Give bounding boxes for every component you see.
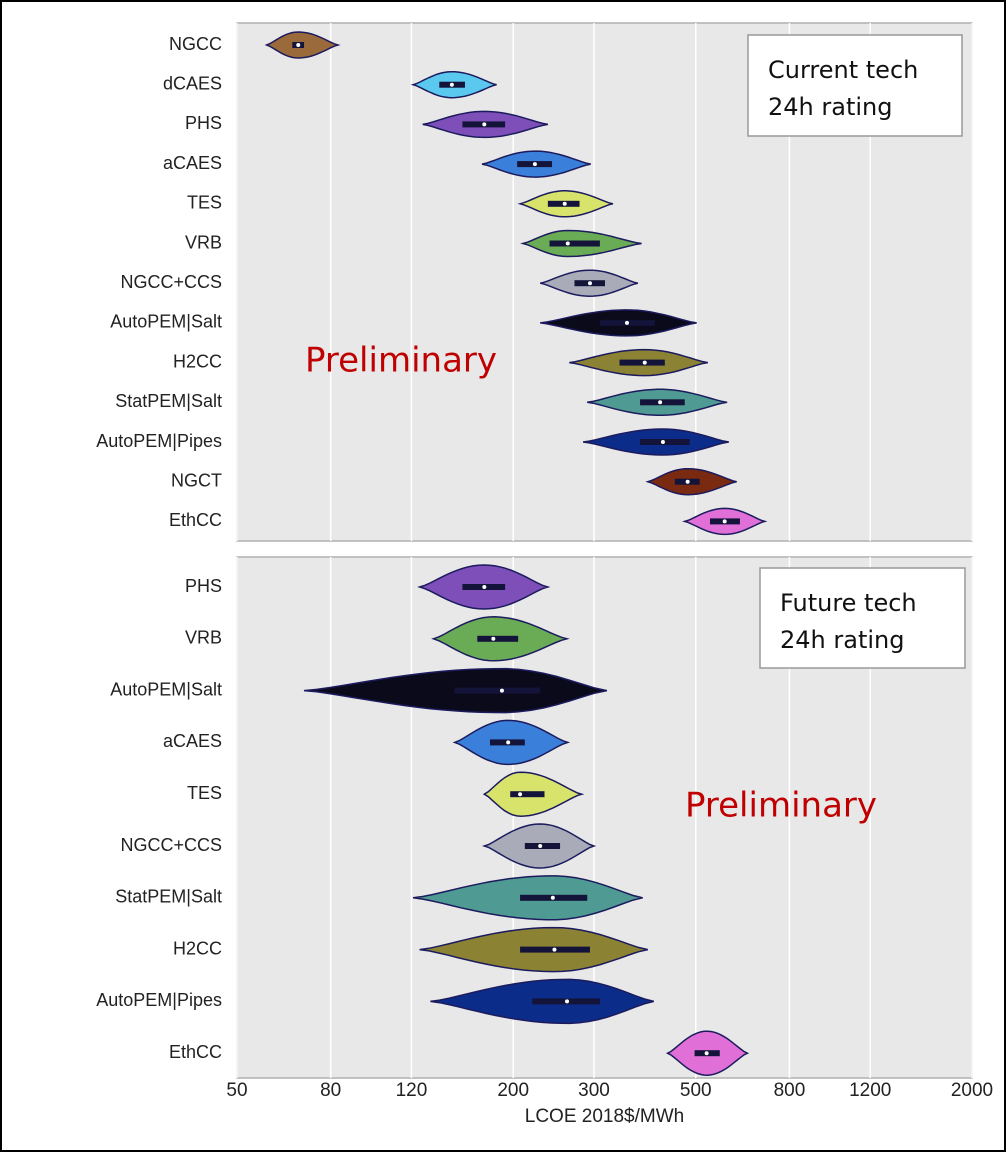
x-tick-label: 300 bbox=[578, 1080, 610, 1101]
category-label: VRB bbox=[185, 628, 222, 648]
x-tick-label: 2000 bbox=[951, 1080, 993, 1101]
iqr-box bbox=[619, 359, 665, 366]
median bbox=[685, 479, 690, 484]
category-label: NGCC+CCS bbox=[120, 835, 222, 855]
panel-future: PHS VRB AutoPEM|Salt aCAES TES NGCC+CCS StatPE… bbox=[96, 556, 993, 1127]
legend-text: 24h rating bbox=[780, 626, 904, 654]
category-label: PHS bbox=[185, 576, 222, 596]
category-label: aCAES bbox=[163, 731, 222, 751]
median bbox=[704, 1051, 709, 1056]
median bbox=[538, 844, 543, 848]
category-label: PHS bbox=[185, 113, 222, 133]
category-label: StatPEM|Salt bbox=[115, 887, 222, 907]
annotation: Preliminary bbox=[685, 786, 877, 826]
category-label: H2CC bbox=[173, 938, 222, 958]
median bbox=[552, 947, 557, 952]
iqr-box bbox=[454, 687, 541, 694]
category-label: VRB bbox=[185, 232, 222, 252]
category-label: AutoPEM|Salt bbox=[110, 679, 222, 699]
iqr-box bbox=[477, 635, 519, 642]
median bbox=[482, 585, 487, 589]
median bbox=[658, 400, 663, 405]
category-label: AutoPEM|Pipes bbox=[96, 431, 222, 451]
x-tick-label: 500 bbox=[680, 1080, 712, 1101]
x-axis-label: LCOE 2018$/MWh bbox=[525, 1106, 684, 1127]
category-label: aCAES bbox=[163, 153, 222, 173]
median bbox=[506, 740, 511, 745]
median bbox=[722, 519, 727, 524]
x-tick-label: 80 bbox=[320, 1080, 341, 1101]
category-label: TES bbox=[187, 193, 222, 213]
median bbox=[550, 895, 555, 900]
median bbox=[518, 792, 523, 797]
iqr-box bbox=[524, 843, 561, 849]
median bbox=[562, 201, 567, 206]
category-label: StatPEM|Salt bbox=[115, 391, 222, 411]
category-label: AutoPEM|Salt bbox=[110, 312, 222, 332]
median bbox=[565, 999, 570, 1004]
legend-text: Current tech bbox=[768, 56, 918, 84]
median bbox=[624, 320, 629, 325]
median bbox=[499, 688, 504, 693]
median bbox=[491, 636, 496, 641]
x-tick-label: 1200 bbox=[849, 1080, 891, 1101]
iqr-box bbox=[549, 240, 600, 247]
legend-text: Future tech bbox=[780, 589, 917, 617]
category-label: AutoPEM|Pipes bbox=[96, 990, 222, 1010]
category-label: dCAES bbox=[163, 73, 222, 93]
legend-box bbox=[759, 567, 966, 669]
median bbox=[532, 162, 537, 167]
category-label: NGCC bbox=[169, 34, 222, 54]
legend-text: 24h rating bbox=[768, 93, 892, 121]
median bbox=[482, 122, 487, 127]
iqr-box bbox=[510, 791, 545, 798]
median bbox=[642, 360, 647, 365]
category-label: EthCC bbox=[169, 1042, 222, 1062]
annotation: Preliminary bbox=[305, 341, 497, 381]
median bbox=[449, 82, 454, 87]
x-tick-label: 800 bbox=[774, 1080, 806, 1101]
legend-box bbox=[747, 34, 963, 137]
category-label: NGCC+CCS bbox=[120, 272, 222, 292]
category-label: TES bbox=[187, 783, 222, 803]
median bbox=[565, 241, 570, 246]
category-label: H2CC bbox=[173, 351, 222, 371]
median bbox=[296, 43, 301, 47]
category-label: NGCT bbox=[171, 470, 222, 490]
median bbox=[660, 440, 665, 444]
panel-current: NGCC dCAES PHS aCAES TES VRB NGCC+CCS AutoPEM|S… bbox=[96, 22, 973, 542]
x-tick-label: 50 bbox=[226, 1080, 247, 1101]
x-tick-label: 200 bbox=[497, 1080, 529, 1101]
iqr-box bbox=[640, 399, 685, 406]
median bbox=[587, 281, 592, 286]
x-tick-label: 120 bbox=[396, 1080, 428, 1101]
category-label: EthCC bbox=[169, 510, 222, 530]
